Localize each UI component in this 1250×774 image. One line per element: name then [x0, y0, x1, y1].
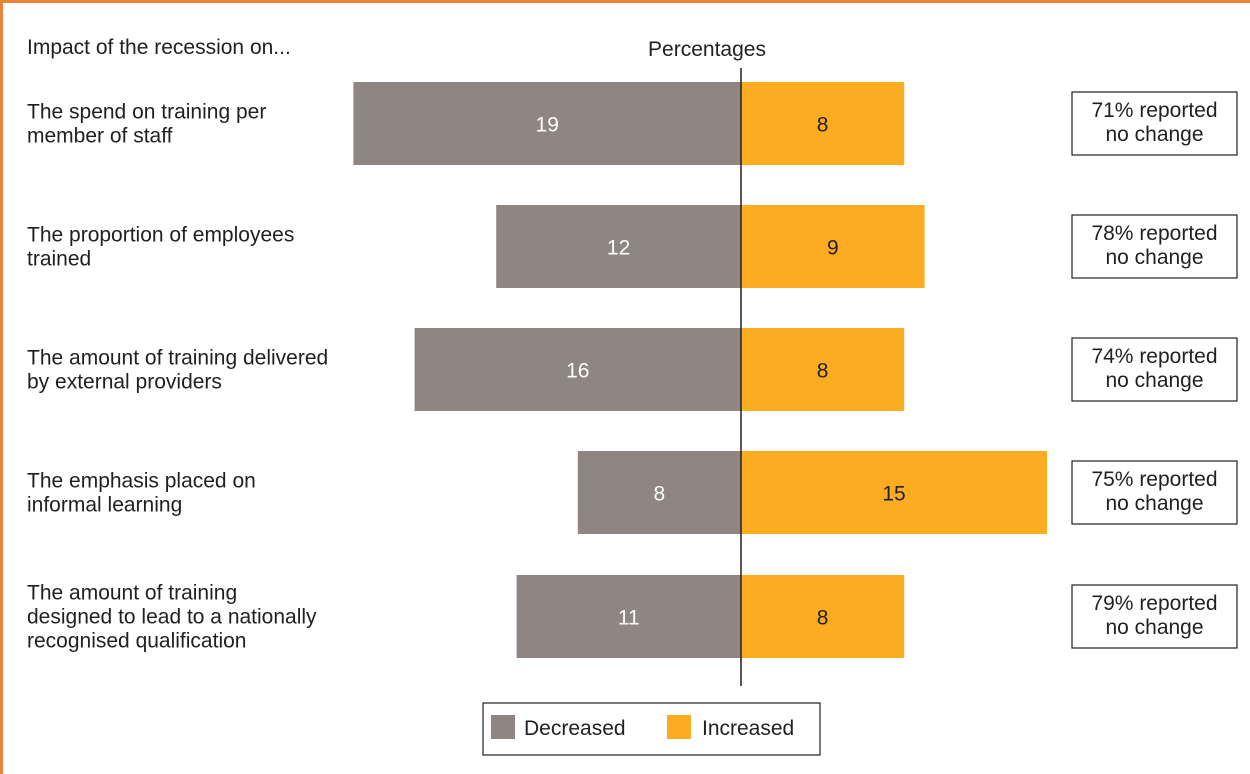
category-label: The amount of training delivered: [27, 347, 328, 370]
chart-title: Impact of the recession on...: [27, 36, 291, 59]
no-change-note-text: no change: [1105, 492, 1203, 515]
no-change-note-text: no change: [1105, 123, 1203, 146]
bar-increased: [741, 451, 1047, 534]
category-label: recognised qualification: [27, 630, 246, 653]
bar-decreased: [414, 328, 741, 411]
data-label-decreased: 11: [618, 607, 640, 630]
data-label-increased: 8: [817, 114, 829, 137]
category-label: The emphasis placed on: [27, 470, 256, 493]
bar-increased: [741, 328, 905, 411]
category-label: designed to lead to a nationally: [27, 606, 317, 629]
bar-increased: [741, 205, 925, 288]
no-change-note-box: [1071, 91, 1238, 156]
no-change-note-box: [1071, 337, 1238, 402]
bar-decreased: [516, 575, 741, 658]
no-change-note-text: 75% reported: [1091, 468, 1217, 491]
category-label: by external providers: [27, 371, 222, 394]
data-label-decreased: 12: [607, 237, 630, 260]
bar-decreased: [496, 205, 741, 288]
data-label-decreased: 16: [566, 360, 589, 383]
bar-decreased: [577, 451, 741, 534]
bar-decreased: [353, 82, 741, 165]
category-label: trained: [27, 248, 91, 271]
no-change-note-box: [1071, 460, 1238, 525]
no-change-note-text: 71% reported: [1091, 99, 1217, 122]
category-label: member of staff: [27, 125, 173, 148]
category-label: informal learning: [27, 494, 182, 517]
no-change-note-text: 79% reported: [1091, 592, 1217, 615]
no-change-note-text: no change: [1105, 246, 1203, 269]
no-change-note-box: [1071, 584, 1238, 649]
legend-box: [482, 702, 821, 756]
data-label-decreased: 8: [654, 483, 666, 506]
legend-swatch-decreased: [491, 715, 515, 739]
legend-swatch-increased: [667, 715, 691, 739]
data-label-increased: 8: [817, 607, 829, 630]
data-label-increased: 9: [827, 237, 839, 260]
data-label-increased: 15: [882, 483, 905, 506]
legend: Decreased Increased: [482, 702, 821, 756]
legend-label-increased: Increased: [702, 717, 794, 740]
no-change-note-text: no change: [1105, 616, 1203, 639]
legend-label-decreased: Decreased: [524, 717, 626, 740]
no-change-note-text: 78% reported: [1091, 222, 1217, 245]
category-label: The spend on training per: [27, 101, 266, 124]
bar-increased: [741, 575, 905, 658]
no-change-note-text: no change: [1105, 369, 1203, 392]
no-change-note-box: [1071, 214, 1238, 279]
bar-increased: [741, 82, 905, 165]
axis-label: Percentages: [648, 38, 766, 61]
category-label: The proportion of employees: [27, 224, 294, 247]
data-label-increased: 8: [817, 360, 829, 383]
data-label-decreased: 19: [536, 114, 559, 137]
category-label: The amount of training: [27, 582, 237, 605]
no-change-note-text: 74% reported: [1091, 345, 1217, 368]
